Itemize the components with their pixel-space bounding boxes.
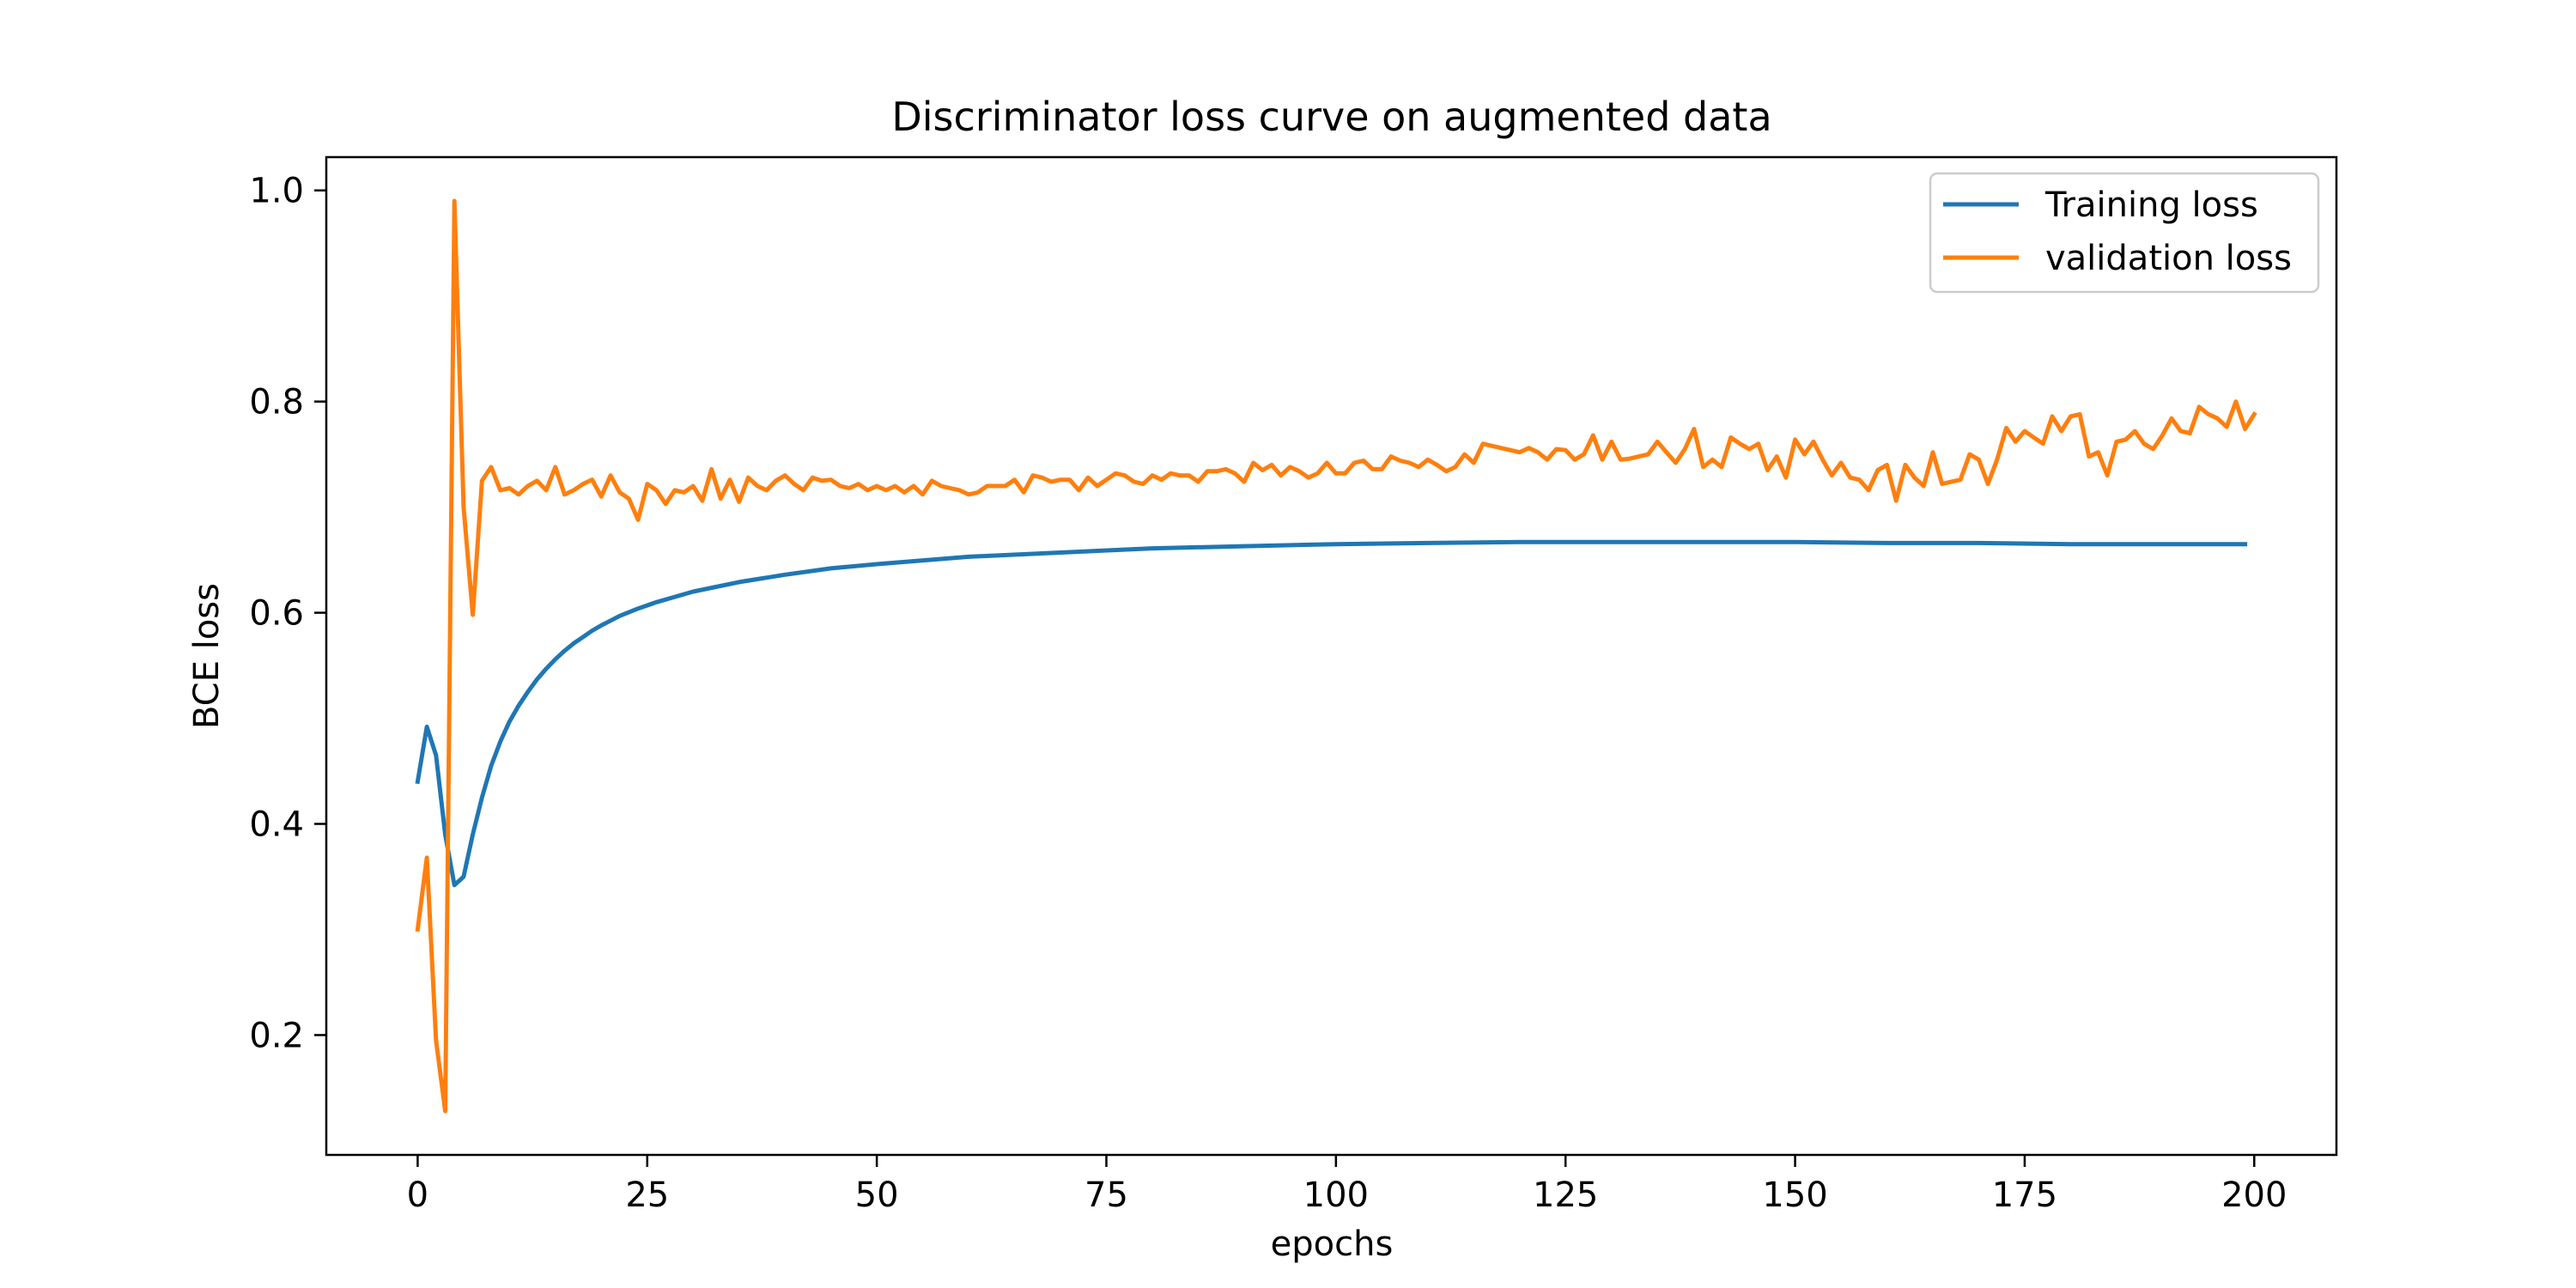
x-tick-label: 50 [855,1176,899,1215]
x-tick-label: 0 [407,1176,428,1215]
x-tick-label: 125 [1533,1176,1598,1215]
y-axis-label: BCE loss [187,583,227,729]
x-tick-label: 100 [1303,1176,1369,1215]
x-axis: 0 25 50 75 100 125 150 175 200 [407,1155,2287,1215]
x-tick-label: 200 [2221,1176,2287,1215]
x-tick-label: 75 [1084,1176,1128,1215]
series-layer [415,198,2257,1114]
x-tick-label: 25 [625,1176,669,1215]
legend: Training loss validation loss [1929,172,2320,294]
legend-box [1929,172,2320,294]
legend-label-training-loss: Training loss [2044,185,2258,225]
series-line-training-loss [415,539,2248,888]
y-tick-label: 0.4 [249,805,304,845]
plot-frame [325,155,2338,1157]
y-tick-label: 1.0 [249,172,304,211]
y-axis: 0.2 0.4 0.6 0.8 1.0 [249,172,326,1055]
x-axis-label: epochs [1271,1224,1394,1264]
x-tick-label: 175 [1992,1176,2057,1215]
y-tick-label: 0.2 [249,1016,304,1055]
series-line-validation-loss [415,198,2257,1114]
y-tick-label: 0.8 [249,383,304,422]
legend-label-validation-loss: validation loss [2045,239,2292,278]
x-tick-label: 150 [1762,1176,1827,1215]
chart-title: Discriminator loss curve on augmented da… [891,94,1771,140]
y-tick-label: 0.6 [249,594,304,634]
